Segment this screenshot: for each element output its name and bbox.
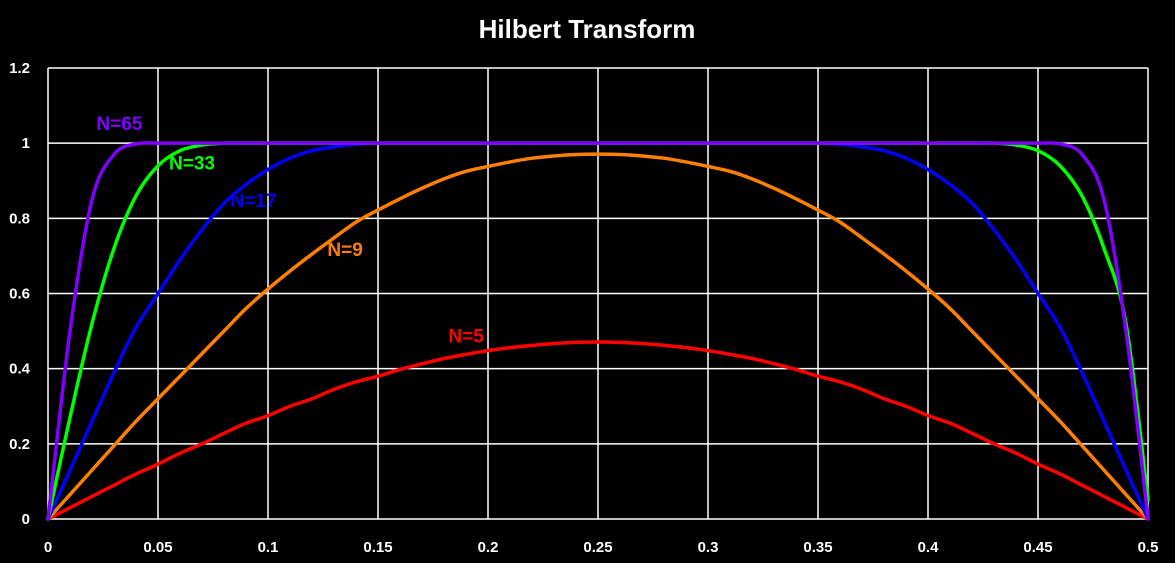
x-axis-ticks: 0 0.05 0.1 0.15 0.2 0.25 0.3 0.35 0.4 0.45 0.5	[44, 539, 1159, 556]
x-tick-label: 0.15	[363, 539, 392, 556]
x-tick-label: 0.05	[143, 539, 172, 556]
series-label-n-65: N=65	[96, 114, 142, 135]
y-axis-ticks: 0 0.2 0.4 0.6 0.8 1 1.2	[9, 60, 31, 528]
series-label-n-9: N=9	[327, 240, 362, 261]
chart-title: Hilbert Transform	[479, 14, 696, 44]
y-tick-label: 0.8	[9, 210, 30, 227]
series-line-n-5	[46, 340, 1150, 521]
y-tick-label: 1.2	[9, 60, 30, 77]
x-tick-label: 0.35	[803, 539, 832, 556]
series-line-n-65	[46, 141, 1150, 521]
series-label-n-33: N=33	[169, 153, 215, 174]
y-tick-label: 0.2	[9, 436, 30, 453]
y-tick-label: 0.6	[9, 286, 30, 303]
x-tick-label: 0	[44, 539, 52, 556]
y-tick-label: 0.4	[9, 361, 31, 378]
series-labels: N=5 N=9 N=17 N=33 N=65	[96, 114, 484, 347]
series-line-n-9	[46, 152, 1150, 521]
x-tick-label: 0.1	[258, 539, 279, 556]
grid	[47, 67, 1149, 520]
x-tick-label: 0.45	[1023, 539, 1052, 556]
x-tick-label: 0.4	[918, 539, 940, 556]
series-lines	[46, 141, 1150, 521]
series-label-n-5: N=5	[448, 326, 484, 347]
x-tick-label: 0.25	[583, 539, 612, 556]
x-tick-label: 0.3	[698, 539, 719, 556]
y-tick-label: 0	[22, 511, 30, 528]
x-tick-label: 0.5	[1138, 539, 1159, 556]
y-tick-label: 1	[22, 135, 30, 152]
series-label-n-17: N=17	[231, 191, 277, 212]
x-tick-label: 0.2	[478, 539, 499, 556]
